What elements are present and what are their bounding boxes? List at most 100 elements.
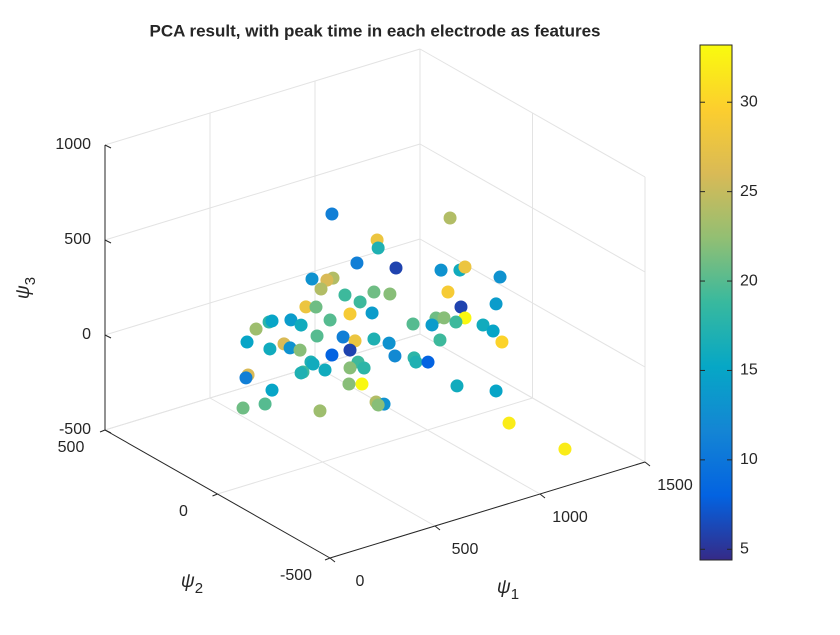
point (323, 313, 337, 327)
z-tick (104, 334, 112, 339)
grid-line (104, 143, 421, 241)
y-tick (212, 493, 218, 497)
point (325, 207, 339, 221)
point (383, 287, 397, 301)
point (450, 379, 464, 393)
point (314, 282, 328, 296)
point (367, 285, 381, 299)
x-tick (539, 493, 546, 499)
z-tick-label: 500 (64, 231, 91, 248)
point (350, 256, 364, 270)
x-axis-label: ψ1 (497, 577, 519, 603)
point (493, 270, 507, 284)
y-tick (324, 557, 331, 561)
point (343, 307, 357, 321)
point (310, 329, 324, 343)
point (495, 335, 509, 349)
x-axis (329, 461, 646, 559)
point (558, 442, 572, 456)
x-tick-label: 0 (356, 573, 365, 590)
point (343, 361, 357, 375)
point (406, 317, 420, 331)
point (355, 377, 369, 391)
point (306, 357, 320, 371)
z-tick-label: -500 (59, 421, 91, 438)
x-tick (329, 557, 336, 563)
point (443, 211, 457, 225)
point (325, 348, 339, 362)
colorbar-tick-label: 10 (740, 451, 758, 468)
point (338, 288, 352, 302)
point (367, 332, 381, 346)
point (441, 285, 455, 299)
grid-line (104, 333, 421, 431)
point (342, 377, 356, 391)
point (421, 355, 435, 369)
y-tick-label: -500 (280, 567, 312, 584)
point (486, 324, 500, 338)
x-tick-label: 500 (452, 541, 479, 558)
point (425, 318, 439, 332)
z-tick-label: 1000 (55, 136, 91, 153)
point (365, 306, 379, 320)
chart-title: PCA result, with peak time in each elect… (150, 21, 601, 40)
point (449, 315, 463, 329)
z-axis-label: ψ3 (13, 277, 39, 299)
point (433, 333, 447, 347)
grid-line (419, 238, 646, 368)
point (336, 330, 350, 344)
point (371, 241, 385, 255)
point (294, 366, 308, 380)
grid-line (104, 48, 421, 146)
point (239, 371, 253, 385)
colorbar-tick-label: 15 (740, 362, 758, 379)
y-axis-label: ψ2 (181, 571, 203, 597)
grid-line (419, 48, 646, 178)
point (454, 300, 468, 314)
point (371, 398, 385, 412)
point (382, 336, 396, 350)
grid-line (419, 143, 646, 273)
point (388, 349, 402, 363)
colorbar-tick-label: 30 (740, 93, 758, 110)
point (437, 311, 451, 325)
colorbar-tick-label: 20 (740, 272, 758, 289)
z-tick-label: 0 (82, 326, 91, 343)
point (299, 300, 313, 314)
grid-line (419, 333, 646, 463)
point (284, 313, 298, 327)
point (258, 397, 272, 411)
point (313, 404, 327, 418)
colorbar-tick-label: 5 (740, 540, 749, 557)
point (502, 416, 516, 430)
point (389, 261, 403, 275)
z-tick (104, 144, 112, 149)
grid-line (217, 397, 533, 495)
point (265, 314, 279, 328)
point (305, 272, 319, 286)
point (236, 401, 250, 415)
point (353, 295, 367, 309)
z-tick (104, 239, 112, 244)
colorbar-tick-label: 25 (740, 183, 758, 200)
point (240, 335, 254, 349)
grid-line (104, 238, 421, 336)
colorbar (699, 44, 733, 561)
point (476, 318, 490, 332)
point (265, 383, 279, 397)
y-tick-label: 500 (58, 439, 85, 456)
point (283, 341, 297, 355)
point (357, 361, 371, 375)
point (309, 300, 323, 314)
point (489, 297, 503, 311)
y-tick-label: 0 (179, 503, 188, 520)
y-tick (99, 429, 106, 433)
x-tick-label: 1000 (552, 509, 588, 526)
x-tick (644, 461, 651, 467)
point (434, 263, 448, 277)
point (293, 343, 307, 357)
point (263, 342, 277, 356)
point (343, 343, 357, 357)
z-tick (104, 429, 112, 434)
